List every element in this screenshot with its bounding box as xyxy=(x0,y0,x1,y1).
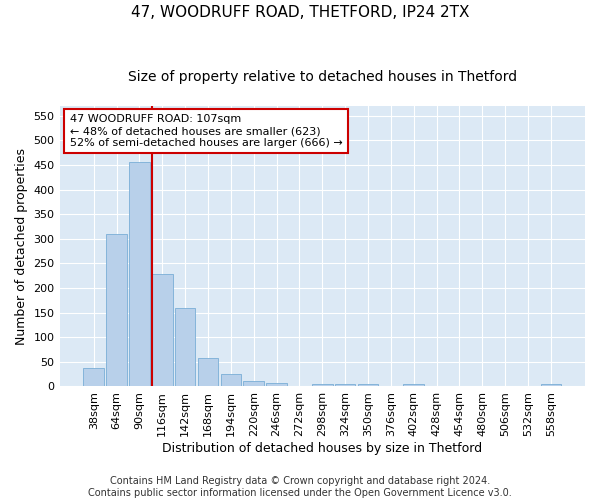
Bar xyxy=(335,384,355,386)
Bar xyxy=(83,368,104,386)
Bar xyxy=(175,308,196,386)
Bar xyxy=(198,358,218,386)
Bar xyxy=(266,382,287,386)
X-axis label: Distribution of detached houses by size in Thetford: Distribution of detached houses by size … xyxy=(162,442,482,455)
Bar xyxy=(541,384,561,386)
Title: Size of property relative to detached houses in Thetford: Size of property relative to detached ho… xyxy=(128,70,517,84)
Bar xyxy=(129,162,150,386)
Bar xyxy=(312,384,332,386)
Bar xyxy=(403,384,424,386)
Bar xyxy=(221,374,241,386)
Y-axis label: Number of detached properties: Number of detached properties xyxy=(15,148,28,344)
Bar xyxy=(106,234,127,386)
Text: Contains HM Land Registry data © Crown copyright and database right 2024.
Contai: Contains HM Land Registry data © Crown c… xyxy=(88,476,512,498)
Text: 47 WOODRUFF ROAD: 107sqm
← 48% of detached houses are smaller (623)
52% of semi-: 47 WOODRUFF ROAD: 107sqm ← 48% of detach… xyxy=(70,114,343,148)
Text: 47, WOODRUFF ROAD, THETFORD, IP24 2TX: 47, WOODRUFF ROAD, THETFORD, IP24 2TX xyxy=(131,5,469,20)
Bar xyxy=(358,384,378,386)
Bar xyxy=(152,274,173,386)
Bar xyxy=(244,380,264,386)
